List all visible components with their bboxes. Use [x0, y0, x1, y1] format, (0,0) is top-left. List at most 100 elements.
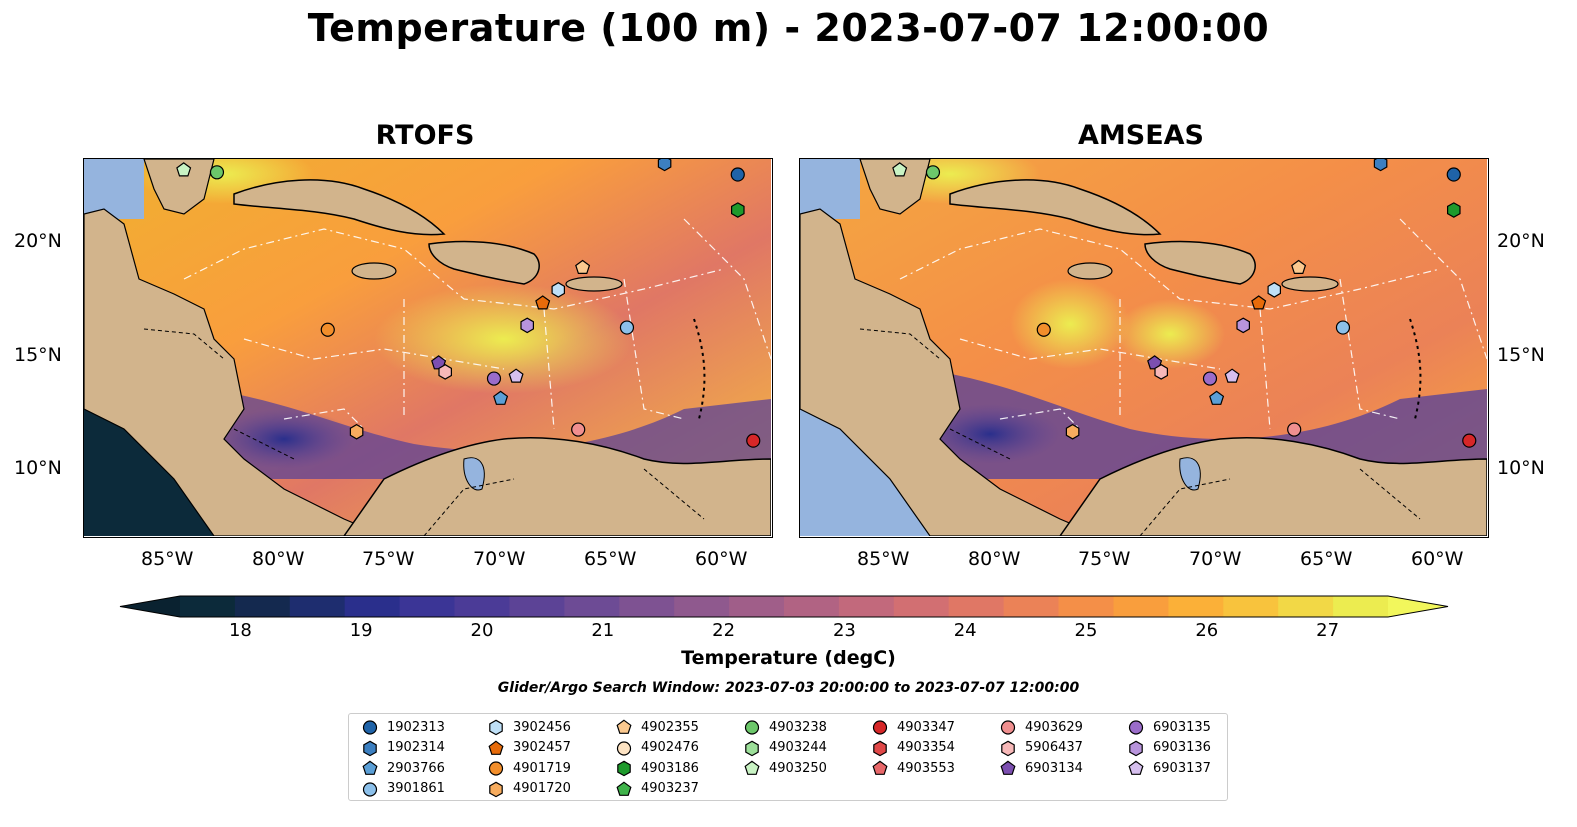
observation-marker-6903137 [1224, 368, 1240, 383]
legend-item-4901719: 4901719 [487, 759, 571, 777]
legend-marker-hexagon-icon [363, 740, 377, 756]
panel-title-amseas: AMSEAS [1078, 120, 1204, 151]
jamaica-land [1067, 262, 1113, 280]
legend-marker-hexagon-icon [617, 760, 631, 777]
legend-label: 4903238 [769, 719, 827, 735]
observation-marker-4903186 [730, 202, 745, 218]
observation-marker-4903347 [746, 433, 761, 448]
central-america-land [800, 208, 1101, 536]
colorbar-segment [1223, 596, 1279, 617]
observation-marker-6903137 [508, 368, 524, 383]
colorbar-tick-label: 22 [712, 620, 736, 641]
legend-marker-4903237 [616, 781, 632, 796]
legend-item-4903347: 4903347 [871, 718, 955, 736]
search-window-text: Glider/Argo Search Window: 2023-07-03 20… [497, 680, 1080, 696]
legend-label: 4903629 [1025, 719, 1083, 735]
map-rtofs-canvas [84, 159, 771, 536]
pacific-ocean [800, 409, 930, 536]
central-america-land [84, 208, 385, 536]
colorbar-segment [454, 596, 510, 617]
legend: 1902313 1902314 2903766 3901861 3902456 39024… [348, 713, 1228, 801]
legend-marker-hexagon-icon [873, 740, 887, 756]
lon-label-70w: 70°W [473, 548, 526, 570]
legend-label: 4903553 [897, 760, 955, 776]
observation-marker-4903347 [1462, 433, 1477, 448]
legend-marker-6903137 [1128, 760, 1144, 775]
legend-marker-4903250 [744, 760, 760, 775]
colorbar-tick-label: 24 [953, 620, 977, 641]
legend-item-6903136: 6903136 [1127, 739, 1211, 757]
legend-marker-pentagon-icon [1128, 760, 1144, 775]
observation-marker-4903186 [1446, 202, 1461, 218]
colorbar-segment [1003, 596, 1060, 617]
puerto-rico-land [565, 276, 623, 292]
legend-label: 4903250 [769, 760, 827, 776]
legend-item-6903135: 6903135 [1127, 718, 1211, 736]
legend-label: 6903134 [1025, 760, 1083, 776]
lat-label-15n: 15°N [14, 344, 62, 366]
legend-item-4902476: 4902476 [615, 739, 699, 757]
legend-label: 4902355 [641, 719, 699, 735]
legend-label: 6903137 [1153, 760, 1211, 776]
observation-marker-4901719 [1036, 322, 1051, 337]
observation-marker-3902457 [1251, 295, 1267, 310]
warm-anomaly [374, 284, 634, 394]
colorbar-segment [948, 596, 1005, 617]
lon-label-85w: 85°W [141, 548, 194, 570]
legend-marker-4902476 [616, 740, 632, 756]
south-america-land [343, 436, 771, 536]
colorbar-segment [838, 596, 895, 617]
colorbar-segment [180, 596, 236, 617]
colorbar-segment [399, 596, 456, 617]
legend-label: 4903354 [897, 740, 955, 755]
warm-anomaly [1010, 279, 1130, 369]
observation-marker-4903629 [571, 422, 586, 437]
observation-marker-3902456 [551, 282, 565, 298]
legend-marker-hexagon-icon [489, 719, 503, 736]
cuba-land [233, 179, 446, 236]
colorbar-tick-label: 27 [1316, 620, 1340, 641]
legend-marker-hexagon-icon [745, 740, 759, 756]
observation-marker-6903136 [1236, 317, 1250, 334]
colorbar [119, 595, 1449, 618]
map-rtofs[interactable] [83, 158, 773, 538]
lon-label-75w: 75°W [1078, 548, 1131, 570]
cuba-land [949, 179, 1162, 236]
colorbar-segment [729, 596, 785, 617]
observation-marker-4901719 [320, 322, 335, 337]
legend-item-3902456: 3902456 [487, 718, 571, 736]
legend-item-4903629: 4903629 [999, 718, 1083, 736]
observation-marker-3902456 [1267, 282, 1281, 298]
lat-label-10n: 10°N [14, 457, 62, 479]
colorbar-segment [674, 596, 730, 617]
colorbar-segment [564, 596, 620, 617]
lesser-antilles [1409, 318, 1422, 420]
legend-marker-hexagon-icon [1129, 740, 1143, 756]
legend-marker-3902456 [489, 719, 503, 736]
colorbar-extend-max [1388, 596, 1448, 617]
legend-marker-pentagon-icon [744, 760, 760, 775]
lat-label-20n: 20°N [14, 230, 62, 252]
lon-label-60w: 60°W [1411, 548, 1464, 570]
jamaica-land [351, 262, 397, 280]
lesser-antilles [693, 318, 706, 420]
legend-item-4903238: 4903238 [743, 718, 827, 736]
legend-marker-circle-icon [362, 781, 378, 797]
lon-label-60w: 60°W [695, 548, 748, 570]
legend-label: 3902457 [513, 740, 571, 755]
legend-marker-4903553 [872, 760, 888, 775]
lon-label-65w: 65°W [584, 548, 637, 570]
lake-maracaibo [463, 457, 485, 491]
legend-marker-pentagon-icon [488, 740, 504, 755]
legend-marker-1902313 [362, 720, 378, 735]
lon-label-65w: 65°W [1300, 548, 1353, 570]
lon-label-85w: 85°W [857, 548, 910, 570]
map-amseas[interactable] [799, 158, 1489, 538]
legend-label: 5906437 [1025, 740, 1083, 755]
shelf-water [84, 159, 144, 219]
colorbar-tick-label: 21 [591, 620, 615, 641]
legend-item-6903137: 6903137 [1127, 759, 1211, 777]
colorbar-segment [1058, 596, 1114, 617]
colorbar-segment [619, 596, 675, 617]
legend-label: 6903135 [1153, 719, 1211, 735]
